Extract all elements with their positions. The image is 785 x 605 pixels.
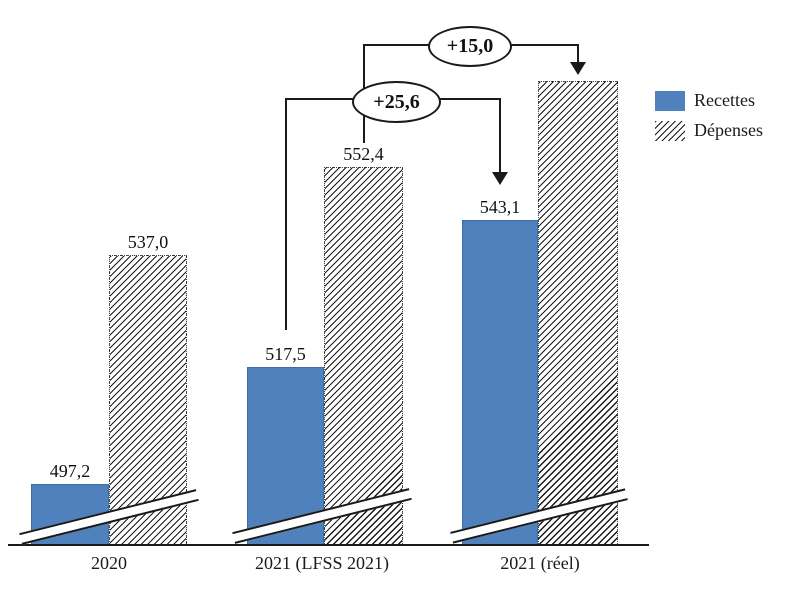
annotation-15-arrow-icon [570,62,586,75]
annotation-25-badge: +25,6 [352,81,441,123]
category-label-reel-2021: 2021 (réel) [500,553,580,573]
recettes-swatch-icon [655,90,685,111]
legend-label-recettes: Recettes [694,90,755,110]
value-label-recettes-lfss-2021: 517,5 [265,344,306,364]
annotation-25-label: +25,6 [373,90,420,113]
annotation-25-right-line [435,98,501,100]
legend-item-recettes: Recettes [655,90,763,111]
value-label-depenses-lfss-2021: 552,4 [343,144,384,164]
value-label-recettes-2020: 497,2 [49,461,91,481]
category-label-lfss-2021: 2021 (LFSS 2021) [254,553,389,573]
bar-recettes-reel-2021: 543,1 [462,197,538,546]
annotation-25-left-connector [285,99,287,330]
annotation-15-right-line [505,44,579,46]
bar-depenses-lfss-2021: 552,4 [324,144,403,546]
legend-label-depenses: Dépenses [694,120,763,140]
annotation-15-badge: +15,0 [428,26,512,67]
annotation-25-arrow-icon [492,172,508,185]
category-label-2020: 2020 [91,553,127,573]
value-label-depenses-2020: 537,0 [127,232,169,252]
value-label-recettes-reel-2021: 543,1 [479,197,521,217]
annotation-15-right-connector [577,45,579,63]
bar-depenses-reel-2021 [538,81,618,546]
annotation-25-left-line [285,98,355,100]
x-axis-line [8,544,649,546]
annotation-25-right-connector [499,99,501,172]
annotation-15-label: +15,0 [446,35,494,57]
legend: Recettes Dépenses [655,90,763,150]
annotation-15-left-line [363,44,431,46]
legend-item-depenses: Dépenses [655,120,763,141]
depenses-swatch-icon [655,120,685,141]
